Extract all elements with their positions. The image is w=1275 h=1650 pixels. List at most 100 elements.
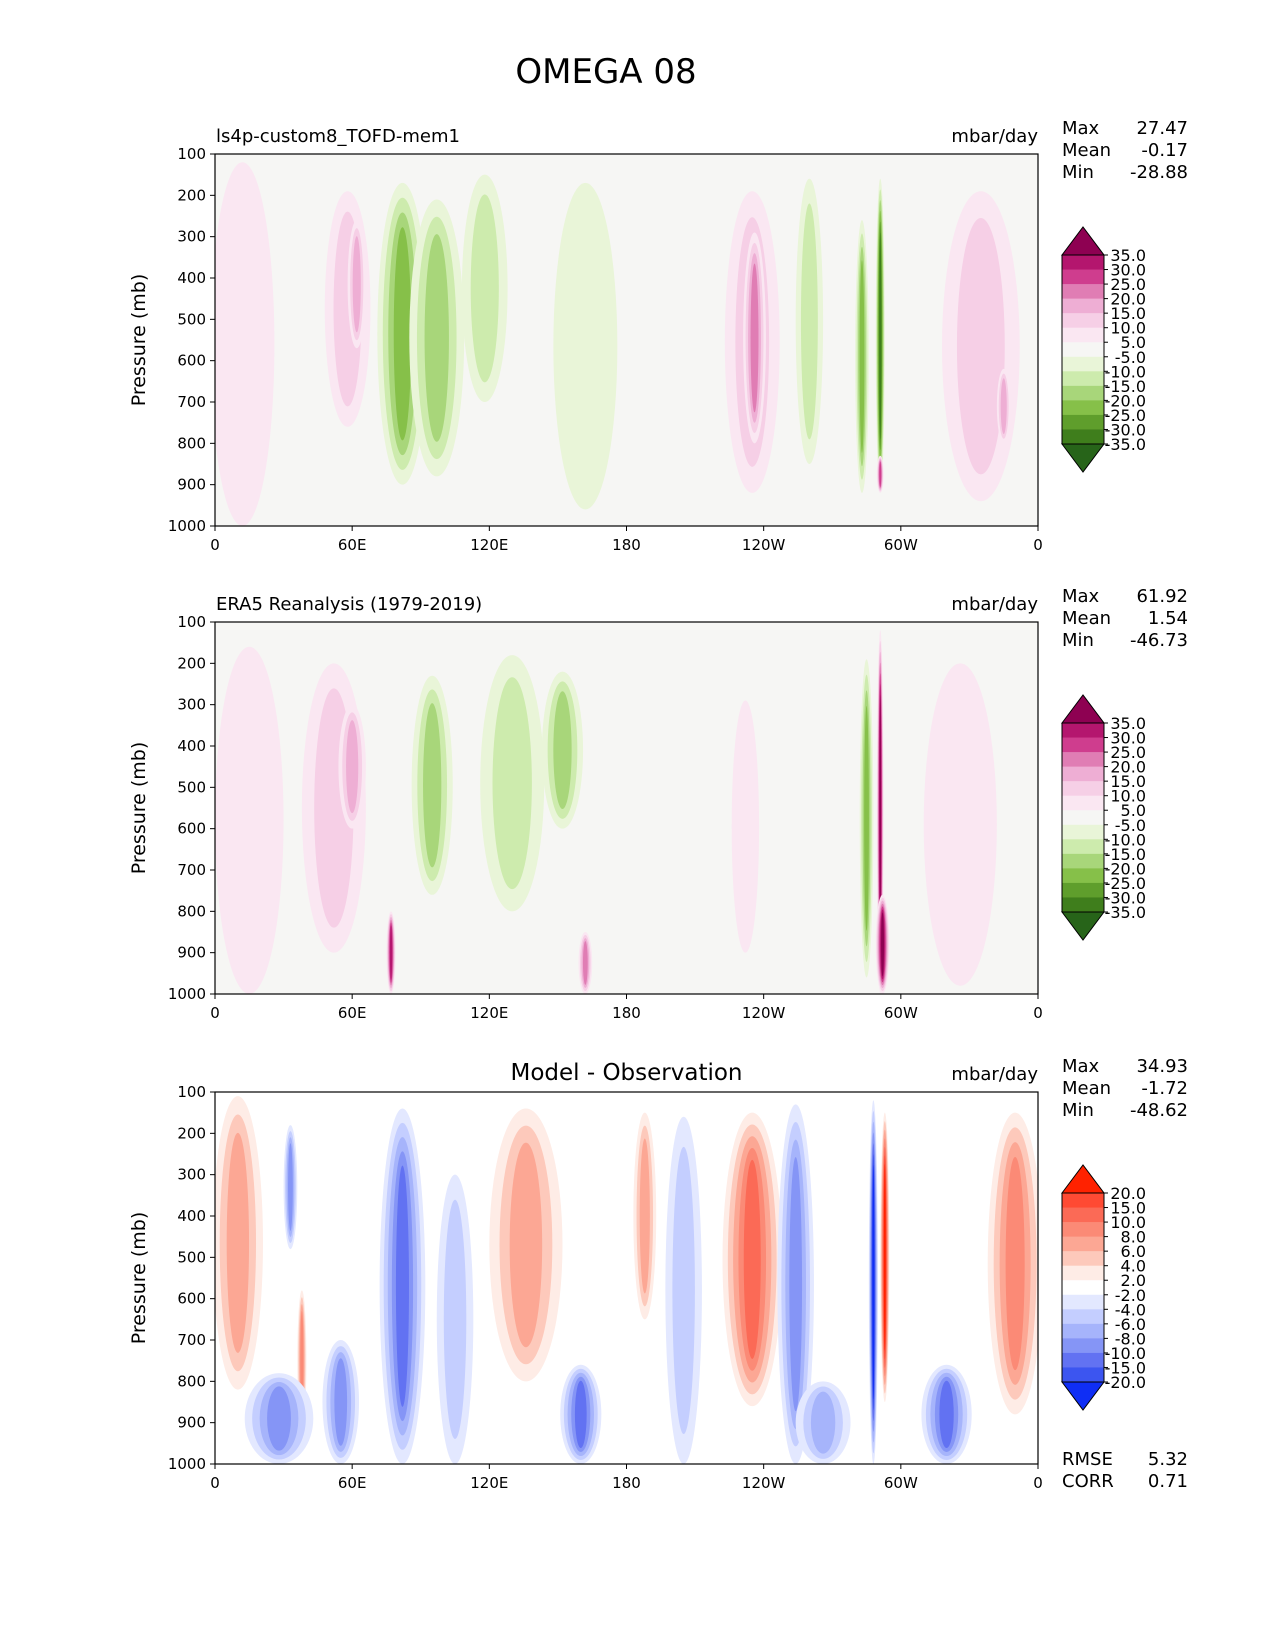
stat-value-max: 61.92 [1136,586,1188,607]
stat-value-min: -46.73 [1130,630,1188,651]
colorbar-segment [1062,1352,1104,1368]
colorbar-label: -10.0 [1105,1344,1146,1363]
colorbar-segment [1062,255,1104,271]
stat-label-mean: Mean [1062,140,1111,161]
x-tick-label: 120W [742,1004,786,1022]
colorbar-segment [1062,269,1104,285]
contour-feature-12-level-4 [879,461,882,487]
colorbar-segment [1062,853,1104,869]
contour-feature-4-level-2 [423,703,442,868]
contour-feature-12-level-0 [923,663,997,986]
stat-value-rmse: 5.32 [1148,1449,1188,1470]
stat-label-max: Max [1062,1056,1100,1077]
contour-feature-3-level-5 [389,925,393,980]
stat-label-max: Max [1062,586,1100,607]
y-tick-label: 1000 [168,985,206,1003]
colorbar-label: 10.0 [1110,319,1146,338]
x-tick-label: 120E [470,536,508,554]
colorbar-segment [1062,356,1104,372]
stat-value-mean: -0.17 [1141,140,1188,161]
x-tick-label: 0 [210,536,220,554]
stat-label-max: Max [1062,118,1100,139]
colorbar-segment [1062,1265,1104,1281]
contour-field [215,630,997,994]
units-label: mbar/day [951,126,1038,147]
y-tick-label: 1000 [168,517,206,535]
colorbar-label: 30.0 [1110,261,1146,280]
panel-center-title: Model - Observation [510,1060,742,1086]
colorbar-frame [1061,1192,1105,1383]
stat-label-min: Min [1062,1100,1094,1121]
y-tick-label: 700 [177,393,206,411]
colorbar-segment [1062,1236,1104,1252]
colorbar-extend-bottom [1061,911,1105,941]
y-tick-label: 500 [177,778,206,796]
x-tick-label: 180 [612,1004,641,1022]
colorbar-segment [1062,400,1104,416]
x-tick-label: 0 [1033,1474,1043,1492]
stat-value-min: -28.88 [1130,162,1188,183]
colorbar-label: -2.0 [1115,1286,1146,1305]
colorbar-label: -15.0 [1105,1358,1146,1377]
colorbar-label: -20.0 [1105,859,1146,878]
contour-feature-6-level-2 [553,691,572,810]
contour-feature-6-level-0 [553,182,618,510]
y-tick-label: 100 [177,613,206,631]
contour-feature-17-level-3 [1005,1156,1025,1371]
y-axis-label: Pressure (mb) [128,274,150,407]
contour-feature-11-level-4 [743,1159,761,1359]
y-axis-label: Pressure (mb) [128,742,150,875]
figure-title: OMEGA 08 [515,52,697,92]
colorbar-segment [1062,1207,1104,1223]
colorbar-extend-top [1061,1164,1105,1194]
colorbar-segment [1062,1251,1104,1267]
stat-label-corr: CORR [1062,1471,1114,1492]
stat-label-min: Min [1062,162,1094,183]
contour-feature-4-level-2 [424,234,449,442]
colorbar-segment [1062,1280,1104,1296]
colorbar-segment [1062,342,1104,358]
x-tick-label: 0 [1033,536,1043,554]
y-tick-label: 300 [177,228,206,246]
colorbar-label: 2.0 [1121,1271,1146,1290]
colorbar-label: -30.0 [1105,420,1146,439]
colorbar-segment [1062,1323,1104,1339]
colorbar-label: 5.0 [1121,333,1146,352]
y-tick-label: 700 [177,861,206,879]
colorbar-segment [1062,737,1104,753]
stat-label-min: Min [1062,630,1094,651]
x-tick-label: 180 [612,1474,641,1492]
colorbar-segment [1062,810,1104,826]
contour-feature-15-level-2 [810,1391,836,1454]
contour-feature-9-level-2 [639,1138,650,1294]
y-tick-label: 500 [177,310,206,328]
colorbar-label: 5.0 [1121,801,1146,820]
colorbar-label: 25.0 [1110,275,1146,294]
colorbar-label: -20.0 [1105,1373,1146,1392]
y-tick-label: 200 [177,1124,206,1142]
y-tick-label: 900 [177,944,206,962]
colorbar-label: 10.0 [1110,1213,1146,1232]
contour-feature-2-level-2 [346,720,359,814]
colorbar-label: 10.0 [1110,787,1146,806]
y-tick-label: 100 [177,1083,206,1101]
colorbar-segment [1062,1193,1104,1209]
colorbar-segment [1062,371,1104,387]
x-tick-label: 120E [470,1004,508,1022]
contour-feature-1-level-3 [288,1143,293,1231]
panel-left-title: ERA5 Reanalysis (1979-2019) [216,594,482,615]
colorbar-label: -8.0 [1115,1329,1146,1348]
colorbar-segment [1062,298,1104,314]
colorbar-label: -15.0 [1105,377,1146,396]
y-tick-label: 200 [177,186,206,204]
x-tick-label: 120W [742,1474,786,1492]
contour-feature-8-level-0 [731,700,760,953]
y-tick-label: 900 [177,476,206,494]
colorbar-segment [1062,385,1104,401]
colorbar-segment [1062,824,1104,840]
units-label: mbar/day [951,1064,1038,1085]
colorbar-segment [1062,839,1104,855]
x-tick-label: 120W [742,536,786,554]
colorbar-label: 25.0 [1110,743,1146,762]
x-tick-label: 0 [210,1474,220,1492]
